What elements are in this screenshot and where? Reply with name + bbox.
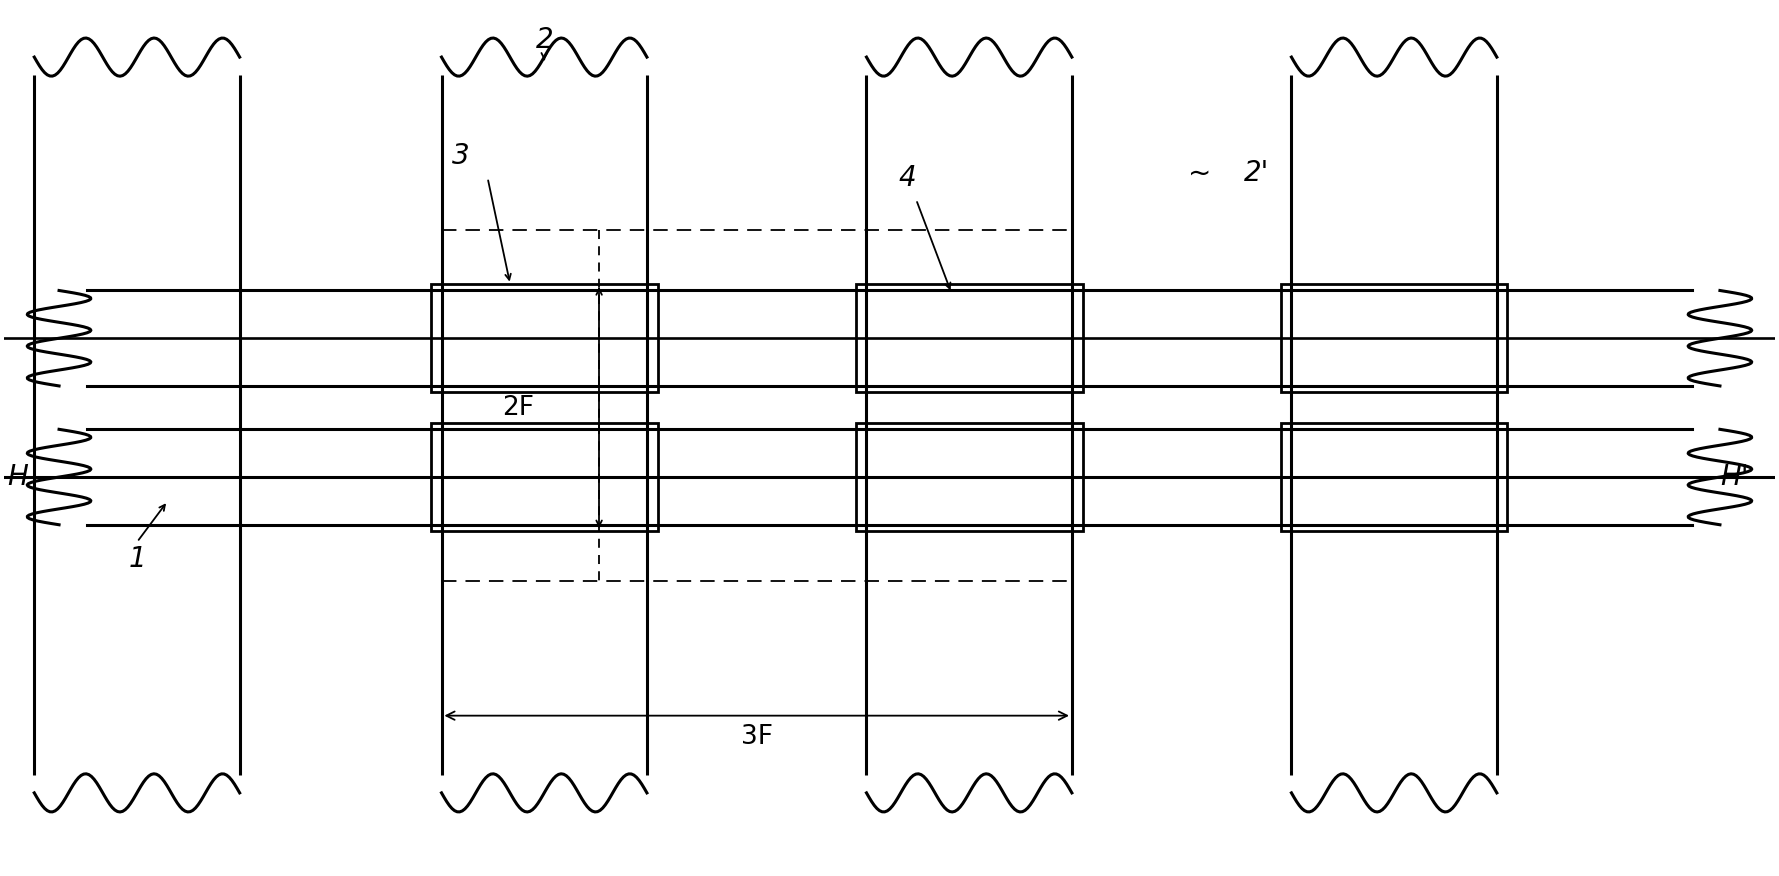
Bar: [431, 285, 658, 392]
Text: 1: 1: [128, 546, 146, 574]
Text: H': H': [1720, 463, 1749, 491]
Bar: [1281, 423, 1507, 531]
Text: ~: ~: [1188, 159, 1211, 187]
Text: 2F: 2F: [502, 394, 534, 420]
Text: 3F: 3F: [740, 724, 772, 751]
Bar: [1281, 285, 1507, 392]
Bar: [431, 423, 658, 531]
Text: 3: 3: [452, 142, 470, 170]
Text: H: H: [7, 463, 28, 491]
Text: 2': 2': [1244, 159, 1268, 187]
Bar: [856, 285, 1082, 392]
Text: 4: 4: [898, 164, 916, 192]
Text: 2: 2: [535, 26, 553, 53]
Bar: [856, 423, 1082, 531]
